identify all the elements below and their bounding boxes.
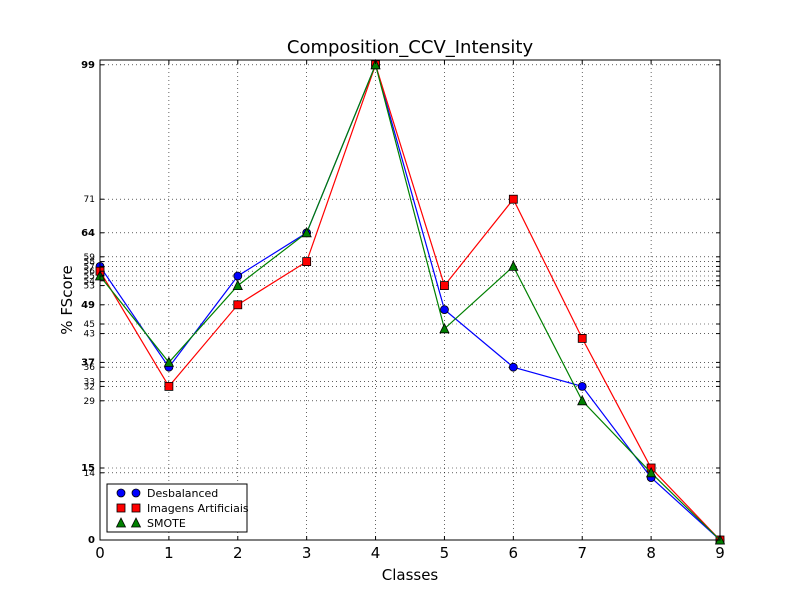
y-tick-label: 43: [84, 330, 95, 340]
x-tick-label: 1: [164, 544, 174, 562]
legend-label-imagens-artificiais: Imagens Artificiais: [147, 502, 249, 515]
y-tick-label: 49: [81, 300, 95, 311]
y-tick-label: 99: [81, 60, 95, 71]
data-point-desbalanced: [577, 381, 587, 391]
data-point-imagens-artificiais: [508, 194, 518, 204]
data-point-smote: [163, 356, 175, 367]
data-point-imagens-artificiais: [440, 281, 449, 291]
legend-marker-imagens-artificiais: [116, 503, 126, 513]
x-tick-label: 6: [509, 544, 519, 562]
x-tick-label: 8: [646, 544, 656, 562]
legend-label-smote: SMOTE: [147, 517, 186, 530]
data-point-smote: [508, 260, 519, 271]
data-point-desbalanced: [233, 271, 243, 281]
y-tick-label: 14: [84, 469, 96, 479]
y-tick-label: 29: [84, 397, 96, 407]
y-tick-label: 59: [84, 253, 96, 263]
y-axis-label: % FScore: [58, 265, 76, 334]
y-tick-label: 36: [84, 363, 96, 373]
y-tick-label: 53: [84, 282, 95, 292]
series-layer: [94, 58, 726, 545]
x-tick-label: 5: [440, 544, 450, 562]
y-tick-label: 64: [81, 228, 95, 239]
series-smote: [94, 58, 726, 545]
legend-box: [106, 483, 248, 533]
y-tick-label: 55: [84, 272, 95, 282]
x-tick-label: 9: [715, 544, 725, 562]
legend-marker-imagens-artificiais: [131, 503, 141, 513]
y-tick-label: 33: [84, 378, 95, 388]
y-tick-label: 57: [84, 262, 95, 272]
data-point-imagens-artificiais: [302, 257, 312, 267]
x-tick-label: 4: [371, 544, 381, 562]
x-tick-label: 7: [577, 544, 587, 562]
chart-title: Composition_CCV_Intensity: [287, 37, 534, 58]
series-line-imagens-artificiais: [99, 62, 721, 541]
data-point-smote: [439, 322, 450, 334]
y-tick-label: 0: [88, 535, 95, 546]
data-point-smote: [645, 466, 657, 478]
y-tick-label: 56: [84, 267, 96, 277]
legend-label-desbalanced: Desbalanced: [147, 487, 218, 500]
data-point-smote: [301, 226, 312, 238]
x-tick-label: 0: [95, 544, 105, 562]
series-line-desbalanced: [99, 62, 721, 541]
legend-marker-smote: [115, 517, 127, 528]
legend-marker-desbalanced: [116, 488, 126, 498]
data-point-imagens-artificiais: [164, 381, 174, 391]
plot-frame: [99, 59, 721, 541]
series-line-smote: [99, 62, 721, 541]
axis-ticks: 0 1 2 3 4 5 6 7 8 9014152932333637434549535455565…: [81, 60, 725, 562]
legend-marker-desbalanced: [131, 488, 141, 498]
data-point-desbalanced: [508, 362, 518, 372]
data-point-imagens-artificiais: [233, 300, 243, 310]
grid-lines: [100, 60, 720, 540]
x-tick-label: 3: [302, 544, 312, 562]
y-tick-label: 15: [81, 463, 95, 474]
y-tick-label: 45: [84, 320, 95, 330]
y-tick-label: 37: [81, 357, 95, 368]
y-tick-label: 58: [84, 258, 96, 268]
data-point-imagens-artificiais: [577, 333, 587, 343]
y-tick-label: 32: [84, 382, 95, 392]
data-point-smote: [370, 58, 381, 70]
y-tick-label: 54: [84, 277, 96, 287]
x-axis-label: Classes: [382, 566, 439, 584]
x-tick-label: 2: [233, 544, 243, 562]
data-point-smote: [232, 279, 243, 291]
y-tick-label: 71: [84, 195, 95, 205]
legend-marker-smote: [130, 517, 142, 528]
data-point-desbalanced: [440, 305, 449, 315]
data-point-smote: [577, 394, 588, 406]
legend: Desbalanced Imagens Artificiais SMOTE: [106, 483, 249, 533]
